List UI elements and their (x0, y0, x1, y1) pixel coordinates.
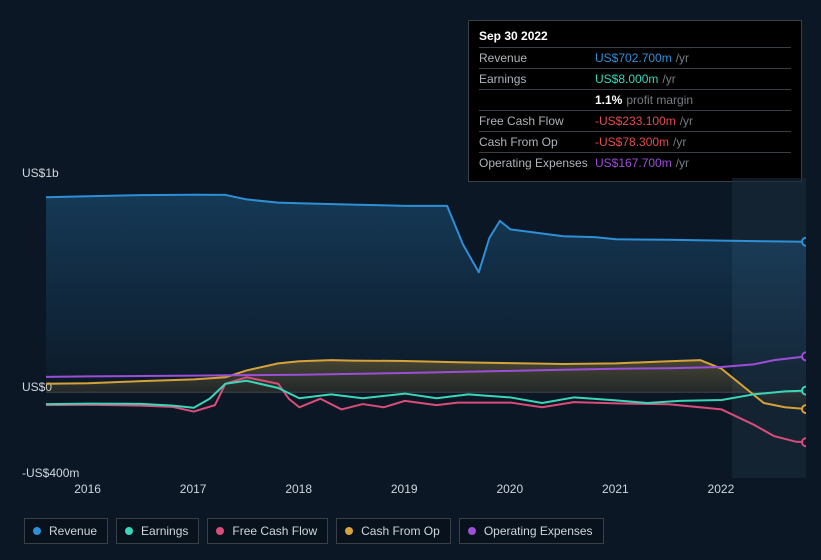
tooltip-row-label: Operating Expenses (479, 156, 595, 170)
legend-item-earnings[interactable]: Earnings (116, 518, 199, 544)
x-axis-label: 2022 (708, 482, 735, 496)
legend-dot-icon (125, 527, 133, 535)
legend-dot-icon (345, 527, 353, 535)
tooltip-row-unit: /yr (676, 51, 689, 65)
legend-label: Earnings (141, 524, 188, 538)
series-endpoint-cash_from_op[interactable] (802, 405, 806, 413)
series-endpoint-operating_expenses[interactable] (802, 352, 806, 360)
tooltip-row-label: Revenue (479, 51, 595, 65)
x-axis-label: 2021 (602, 482, 629, 496)
legend-label: Free Cash Flow (232, 524, 317, 538)
legend-label: Cash From Op (361, 524, 440, 538)
legend-item-free_cash_flow[interactable]: Free Cash Flow (207, 518, 328, 544)
tooltip-row-unit: /yr (676, 156, 689, 170)
tooltip-row-value: US$167.700m (595, 156, 672, 170)
tooltip-panel: Sep 30 2022 RevenueUS$702.700m/yrEarning… (468, 20, 802, 182)
tooltip-row-value: -US$233.100m (595, 114, 676, 128)
tooltip-subrow-label: profit margin (626, 93, 693, 107)
legend-dot-icon (216, 527, 224, 535)
tooltip-row-value: US$702.700m (595, 51, 672, 65)
chart-stage: Sep 30 2022 RevenueUS$702.700m/yrEarning… (0, 0, 821, 560)
tooltip-subrow: 1.1% profit margin (479, 89, 791, 110)
legend: Revenue Earnings Free Cash Flow Cash From O… (24, 518, 604, 544)
tooltip-row: Operating ExpensesUS$167.700m/yr (479, 152, 791, 173)
x-axis-label: 2017 (180, 482, 207, 496)
legend-item-operating_expenses[interactable]: Operating Expenses (459, 518, 604, 544)
tooltip-row-unit: /yr (673, 135, 686, 149)
series-endpoint-earnings[interactable] (802, 387, 806, 395)
series-endpoint-revenue[interactable] (802, 238, 806, 246)
tooltip-rows: RevenueUS$702.700m/yrEarningsUS$8.000m/y… (479, 47, 791, 173)
legend-dot-icon (468, 527, 476, 535)
tooltip-row: Cash From Op-US$78.300m/yr (479, 131, 791, 152)
tooltip-row: Free Cash Flow-US$233.100m/yr (479, 110, 791, 131)
series-endpoint-free_cash_flow[interactable] (802, 438, 806, 446)
x-axis-label: 2016 (74, 482, 101, 496)
x-axis-label: 2018 (285, 482, 312, 496)
tooltip-row: RevenueUS$702.700m/yr (479, 47, 791, 68)
legend-dot-icon (33, 527, 41, 535)
x-axis-label: 2020 (496, 482, 523, 496)
tooltip-row-label: Earnings (479, 72, 595, 86)
legend-item-revenue[interactable]: Revenue (24, 518, 108, 544)
legend-item-cash_from_op[interactable]: Cash From Op (336, 518, 451, 544)
tooltip-row: EarningsUS$8.000m/yr (479, 68, 791, 89)
line-chart[interactable] (46, 178, 806, 478)
legend-label: Operating Expenses (484, 524, 593, 538)
tooltip-date: Sep 30 2022 (479, 29, 791, 47)
legend-label: Revenue (49, 524, 97, 538)
tooltip-row-label: Free Cash Flow (479, 114, 595, 128)
tooltip-row-value: US$8.000m (595, 72, 658, 86)
tooltip-row-value: -US$78.300m (595, 135, 669, 149)
tooltip-subrow-value: 1.1% (595, 93, 622, 107)
tooltip-row-unit: /yr (680, 114, 693, 128)
x-axis-label: 2019 (391, 482, 418, 496)
tooltip-row-label: Cash From Op (479, 135, 595, 149)
tooltip-row-unit: /yr (662, 72, 675, 86)
